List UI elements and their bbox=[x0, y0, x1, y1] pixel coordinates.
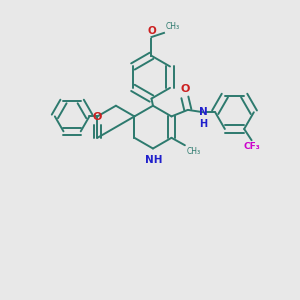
Text: CH₃: CH₃ bbox=[187, 147, 201, 156]
Text: O: O bbox=[93, 112, 102, 122]
Text: CH₃: CH₃ bbox=[166, 22, 180, 31]
Text: CF₃: CF₃ bbox=[243, 142, 260, 151]
Text: O: O bbox=[147, 26, 156, 36]
Text: O: O bbox=[180, 84, 190, 94]
Text: H: H bbox=[199, 119, 207, 129]
Text: NH: NH bbox=[145, 155, 162, 165]
Text: N: N bbox=[199, 107, 208, 117]
